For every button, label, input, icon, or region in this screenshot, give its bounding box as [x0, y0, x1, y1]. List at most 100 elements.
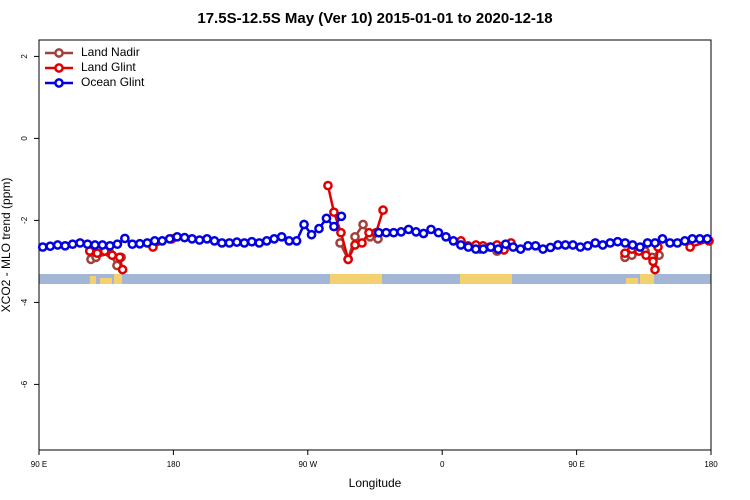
- point: [508, 242, 518, 252]
- point: [323, 180, 333, 191]
- point: [172, 231, 182, 242]
- point: [276, 231, 287, 242]
- point: [60, 240, 70, 251]
- point: [299, 219, 309, 230]
- point: [650, 238, 660, 248]
- legend-label: Land Glint: [81, 60, 136, 74]
- x-tick-label: 90 E: [568, 460, 584, 469]
- legend-marker: [54, 63, 64, 73]
- x-axis-label: Longitude: [349, 476, 402, 490]
- point: [378, 205, 388, 215]
- point: [90, 240, 100, 250]
- x-tick-label: 90 E: [31, 460, 47, 469]
- point: [478, 244, 489, 254]
- point: [45, 241, 56, 252]
- point: [381, 227, 392, 238]
- y-tick-label: -2: [20, 216, 29, 224]
- point: [373, 227, 384, 238]
- point: [350, 231, 360, 242]
- point: [254, 238, 265, 248]
- point: [657, 234, 668, 244]
- point: [239, 238, 250, 248]
- point: [52, 240, 63, 250]
- point: [232, 237, 242, 247]
- x-tick-label: 180: [167, 460, 181, 469]
- point: [179, 232, 190, 243]
- point: [650, 264, 660, 275]
- point: [448, 236, 459, 246]
- point: [164, 234, 175, 244]
- point: [67, 239, 78, 250]
- point: [114, 252, 125, 263]
- point: [590, 238, 601, 248]
- point: [120, 233, 130, 244]
- point: [97, 240, 108, 250]
- point: [694, 234, 705, 244]
- point: [336, 211, 347, 222]
- y-tick-label: -4: [20, 298, 29, 306]
- point: [261, 236, 272, 246]
- point: [620, 238, 630, 248]
- point: [538, 244, 548, 254]
- series: [37, 211, 713, 254]
- point: [194, 235, 205, 245]
- point: [396, 227, 406, 237]
- point: [149, 236, 160, 246]
- legend-label: Ocean Glint: [81, 75, 145, 89]
- point: [321, 213, 332, 224]
- point: [463, 242, 474, 252]
- point: [343, 254, 353, 265]
- point: [582, 240, 593, 251]
- point: [357, 238, 367, 248]
- point: [269, 234, 280, 244]
- point: [433, 227, 444, 238]
- point: [75, 238, 85, 248]
- x-tick-label: 180: [704, 460, 718, 469]
- point: [597, 240, 608, 250]
- point: [336, 227, 346, 238]
- point: [641, 250, 651, 261]
- point: [202, 234, 212, 244]
- point: [672, 238, 683, 248]
- point: [530, 240, 541, 251]
- point: [493, 244, 504, 254]
- point: [134, 238, 145, 249]
- point: [329, 221, 339, 232]
- point: [485, 242, 496, 252]
- point: [291, 236, 302, 246]
- point: [605, 238, 616, 248]
- point: [37, 242, 48, 252]
- land-sea-strip: [39, 274, 711, 284]
- point: [209, 236, 220, 246]
- point: [107, 250, 118, 261]
- point: [224, 238, 235, 248]
- point: [105, 240, 115, 251]
- x-tick-label: 0: [440, 460, 445, 469]
- point: [426, 224, 436, 235]
- y-tick-label: 0: [20, 136, 29, 141]
- point: [680, 236, 690, 246]
- point: [92, 248, 103, 259]
- point: [627, 240, 638, 250]
- legend-marker: [54, 48, 64, 58]
- legend-label: Land Nadir: [81, 45, 140, 59]
- point: [187, 234, 197, 244]
- point: [575, 242, 586, 252]
- point: [403, 224, 414, 235]
- legend-marker: [54, 78, 64, 88]
- point: [82, 239, 93, 250]
- point: [702, 234, 713, 244]
- point: [560, 240, 571, 250]
- point: [246, 236, 257, 247]
- point: [217, 238, 227, 248]
- x-tick-label: 90 W: [298, 460, 317, 469]
- point: [648, 256, 658, 267]
- point: [306, 229, 317, 240]
- point: [441, 231, 451, 242]
- point: [687, 234, 698, 244]
- point: [411, 227, 421, 237]
- y-tick-label: -6: [20, 380, 29, 388]
- point: [470, 244, 481, 254]
